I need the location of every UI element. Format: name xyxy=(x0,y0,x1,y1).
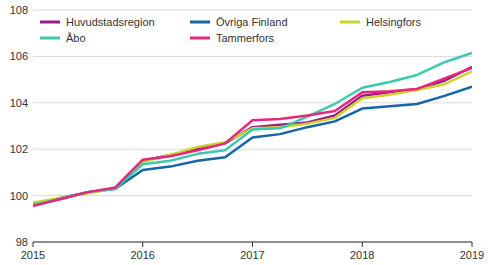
x-tick-label: 2019 xyxy=(460,249,484,261)
legend-label: Huvudstadsregion xyxy=(66,16,155,28)
x-tick xyxy=(472,242,473,247)
series-line xyxy=(33,68,472,206)
series-line xyxy=(33,53,472,205)
x-tick-label: 2018 xyxy=(350,249,374,261)
x-tick xyxy=(362,242,363,247)
legend-label: Helsingfors xyxy=(366,16,422,28)
series-line xyxy=(33,71,472,202)
grid-line xyxy=(33,102,472,103)
x-tick-label: 2016 xyxy=(131,249,155,261)
legend-swatch xyxy=(190,37,210,40)
x-tick-label: 2015 xyxy=(21,249,45,261)
y-tick-label: 104 xyxy=(10,97,28,109)
grid-line xyxy=(33,56,472,57)
y-tick-label: 108 xyxy=(10,4,28,16)
y-tick-label: 102 xyxy=(10,143,28,155)
y-tick-label: 98 xyxy=(16,236,28,248)
legend-label: Tammerfors xyxy=(216,32,275,44)
legend-label: Övriga Finland xyxy=(216,16,288,28)
legend-swatch xyxy=(40,21,60,24)
x-tick xyxy=(142,242,143,247)
x-tick xyxy=(252,242,253,247)
grid-line xyxy=(33,195,472,196)
legend-swatch xyxy=(40,37,60,40)
series-line xyxy=(33,67,472,205)
legend-label: Åbo xyxy=(66,32,86,44)
chart: 98 100 102 104 106 108 2015 2016 2017 2018 2019 Huv… xyxy=(0,0,494,265)
y-tick-label: 100 xyxy=(10,190,28,202)
legend-swatch xyxy=(340,21,360,24)
y-tick-label: 106 xyxy=(10,50,28,62)
grid-line xyxy=(33,10,472,11)
plot-lines xyxy=(33,53,472,206)
x-tick xyxy=(33,242,34,247)
x-tick-label: 2017 xyxy=(240,249,264,261)
grid-line xyxy=(33,149,472,150)
legend-swatch xyxy=(190,21,210,24)
series-line xyxy=(33,87,472,205)
